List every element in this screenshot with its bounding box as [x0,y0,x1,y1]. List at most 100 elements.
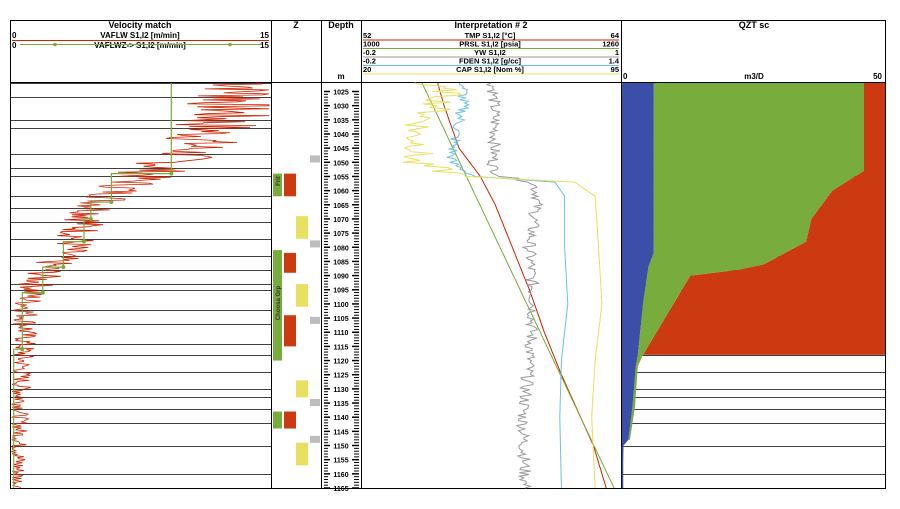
interp-curve [446,82,569,488]
depth-axis: 1025 1030 1035 1040 1045 1050 1055 1060 1065 1070… [310,83,359,493]
depth-tick-label: 1140 [333,415,348,422]
velocity-header: Velocity match 0 VAFLW S1,I2 [m/min] 15 … [12,20,270,50]
depth-tick-label: 1070 [333,217,349,224]
depth-tick-label: 1035 [333,118,349,125]
depth-tick-label: 1105 [333,316,348,323]
interp-legend-name: FDEN S1,I2 [g/cc] [459,57,522,66]
vaflwz-point [169,171,174,176]
interp-legend-min: -0.2 [363,57,376,66]
zone-flag-red [284,315,296,347]
qzt-area-blue [622,83,654,488]
depth-tick-label: 1050 [333,160,349,167]
interp-curve [437,82,607,489]
interp-header: Interpretation # 2 52 TMP S1,I2 [°C] 64 100… [363,20,620,75]
depth-tick-label: 1135 [333,401,348,408]
interp-legend-name: YW S1,I2 [474,48,506,57]
depth-tick-label: 1075 [333,231,349,238]
velocity-title: Velocity match [108,20,171,30]
interp-legend-max: 64 [611,31,620,40]
vaflwz-curve [13,83,172,488]
gray-marker [310,240,320,248]
vaflw-min: 0 [12,31,17,40]
qzt-unit: m3/D [744,72,764,81]
qzt-area-green [628,83,864,440]
vaflwz-point [109,199,114,204]
depth-tick-label: 1060 [333,189,349,196]
interp-title: Interpretation # 2 [454,20,527,30]
zone-flag-yellow [296,216,308,239]
gray-marker [310,399,320,407]
depth-tick-label: 1095 [333,288,349,295]
depth-tick-label: 1045 [333,146,349,153]
zone-layer [273,173,308,466]
vaflw-curve [10,82,270,488]
depth-tick-label: 1065 [333,203,349,210]
zone-label-frit: Frit [276,176,282,186]
vaflwz-min: 0 [12,41,17,50]
vaflwz-legend-marker [53,42,57,47]
interp-legend-max: 1260 [602,40,619,49]
interp-legend-name: CAP S1,I2 [Nom %] [456,65,524,74]
zone-label-choosa: Choosa Grp [276,286,282,321]
zone-bar-frit [273,173,282,197]
interp-curves [403,82,615,489]
zone-flag-red [284,411,296,429]
interp-legend-max: 1.4 [609,57,620,66]
vaflw-name: VAFLW S1,I2 [m/min] [100,31,180,40]
depth-tick-label: 1130 [333,387,348,394]
vaflwz-point [20,347,25,352]
depth-tick-label: 1100 [333,302,348,309]
qzt-max: 50 [873,72,882,81]
depth-tick-label: 1150 [333,444,348,451]
interp-legend-min: 1000 [363,40,380,49]
vaflwz-name: VAFLWZ-> S1,I2 [m/min] [94,41,186,50]
qzt-title: QZT sc [739,20,770,30]
gray-marker [310,435,320,443]
interp-legend-name: PRSL S1,I2 [psia] [459,40,521,49]
vaflwz-legend-marker [228,42,232,47]
vaflwz-max: 15 [260,41,269,50]
interp-legend-min: 20 [363,65,371,74]
depth-tick-label: 1090 [333,274,349,281]
qzt-area-red [637,83,885,355]
depth-tick-label: 1145 [333,429,348,436]
vaflwz-point [88,216,93,221]
depth-axis-background [325,83,358,488]
velocity-curves [10,82,270,488]
vaflwz-legend-markers [53,42,232,47]
depth-tick-label: 1040 [333,132,349,139]
depth-tick-label: 1165 [333,486,348,493]
vaflw-max: 15 [260,31,269,40]
depth-tick-label: 1085 [333,259,349,266]
depth-tick-label: 1030 [333,104,349,111]
depth-tick-label: 1115 [334,344,349,351]
interp-legend-max: 1 [615,48,619,57]
gray-marker [310,316,320,324]
vaflwz-point [40,290,45,295]
gray-marker [310,155,320,163]
qzt-header: QZT sc 0 m3/D 50 [623,20,883,81]
zone-flag-yellow [296,284,308,307]
depth-tick-label: 1025 [333,89,349,96]
depth-tick-label: 1120 [333,359,348,366]
vaflwz-point [61,265,66,270]
depth-unit: m [337,72,344,81]
interp-curve [421,82,615,489]
depth-tick-label: 1110 [334,330,349,337]
zone-title: Z [293,20,299,30]
velocity-track-frame [10,20,272,489]
interp-legend-min: -0.2 [363,48,376,57]
zone-bar-choosa [273,250,282,361]
depth-tick-label: 1155 [333,458,348,465]
depth-tick-label: 1160 [333,472,348,479]
zone-flag-yellow [296,380,308,398]
qzt-fill-layer [621,83,885,488]
depth-title: Depth [328,20,354,30]
zone-flag-red [284,173,296,197]
interp-legend: 52 TMP S1,I2 [°C] 64 1000 PRSL S1,I2 [psia] 1… [363,31,620,75]
vaflwz-point [81,239,86,244]
depth-tick-label: 1080 [333,245,349,252]
interp-curve [403,82,603,489]
depth-tick-label: 1125 [333,373,348,380]
